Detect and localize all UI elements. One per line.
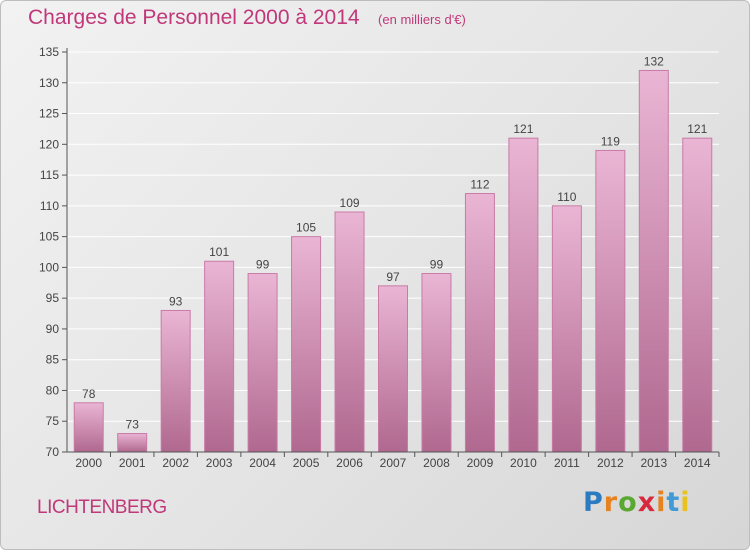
x-tick-label: 2002	[162, 456, 189, 470]
x-tick-label: 2011	[554, 456, 580, 470]
title-row: Charges de Personnel 2000 à 2014 (en mil…	[28, 6, 466, 30]
y-tick-label: 135	[39, 45, 59, 59]
x-tick-label: 2005	[293, 456, 320, 470]
data-label: 121	[687, 122, 707, 136]
y-tick-label: 105	[39, 230, 59, 244]
bar-2002	[160, 309, 191, 453]
bar-2008	[421, 273, 452, 453]
logo-letter: P	[583, 487, 604, 518]
logo-letter: x	[637, 487, 657, 518]
commune-name: LICHTENBERG	[37, 497, 167, 518]
data-label: 109	[340, 196, 360, 210]
y-tick-label: 70	[46, 445, 60, 459]
bar-2014	[682, 137, 713, 453]
x-tick-label: 2007	[380, 456, 407, 470]
x-tick-label: 2010	[510, 456, 537, 470]
logo-letter: r	[603, 487, 619, 518]
x-tick-label: 2012	[597, 456, 624, 470]
data-label: 99	[256, 258, 270, 272]
y-tick-label: 75	[46, 414, 60, 428]
bar-2013	[638, 69, 669, 453]
x-tick-label: 2001	[119, 456, 146, 470]
bar-2000	[73, 402, 104, 453]
y-tick-label: 110	[40, 199, 59, 213]
data-label: 119	[601, 134, 620, 148]
chart-title: Charges de Personnel 2000 à 2014	[28, 6, 360, 29]
x-tick-label: 2006	[336, 456, 363, 470]
data-label: 132	[644, 54, 664, 68]
data-label: 105	[296, 221, 316, 235]
bar-2004	[247, 273, 278, 453]
data-label: 99	[430, 258, 444, 272]
bar-2012	[595, 149, 626, 453]
y-tick-label: 95	[46, 291, 60, 305]
data-label: 110	[557, 190, 576, 204]
x-tick-label: 2003	[206, 456, 233, 470]
data-label: 97	[386, 270, 400, 284]
bar-2011	[551, 205, 582, 453]
x-tick-label: 2014	[684, 456, 711, 470]
y-tick-label: 130	[39, 76, 59, 90]
bar-2001	[117, 433, 148, 453]
y-tick-label: 115	[40, 168, 59, 182]
y-tick-label: 100	[39, 260, 59, 274]
x-tick-label: 2009	[467, 456, 494, 470]
bar-2010	[508, 137, 539, 453]
y-tick-label: 80	[46, 383, 60, 397]
y-tick-label: 85	[46, 353, 60, 367]
x-tick-label: 2013	[640, 456, 667, 470]
logo-letter: o	[618, 487, 638, 518]
data-label: 73	[126, 418, 140, 432]
x-tick-label: 2004	[249, 456, 276, 470]
data-label: 121	[513, 122, 533, 136]
data-label: 101	[209, 245, 229, 259]
bar-2009	[464, 193, 495, 453]
logo-letter: i	[680, 487, 691, 518]
chart-subtitle: (en milliers d'€)	[378, 12, 466, 27]
logo-letter: t	[666, 487, 681, 518]
x-tick-label: 2000	[75, 456, 102, 470]
proxiti-logo: Proxiti	[583, 487, 691, 518]
y-tick-label: 90	[46, 322, 60, 336]
bar-2003	[204, 260, 235, 453]
logo-letter: i	[656, 487, 667, 518]
data-label: 112	[470, 178, 489, 192]
data-label: 93	[169, 294, 183, 308]
data-label: 78	[82, 387, 96, 401]
y-tick-label: 120	[39, 137, 59, 151]
y-tick-label: 125	[39, 107, 59, 121]
bar-2007	[378, 285, 408, 453]
bar-2005	[291, 236, 322, 453]
x-tick-label: 2008	[423, 456, 450, 470]
bar-2006	[334, 211, 365, 453]
